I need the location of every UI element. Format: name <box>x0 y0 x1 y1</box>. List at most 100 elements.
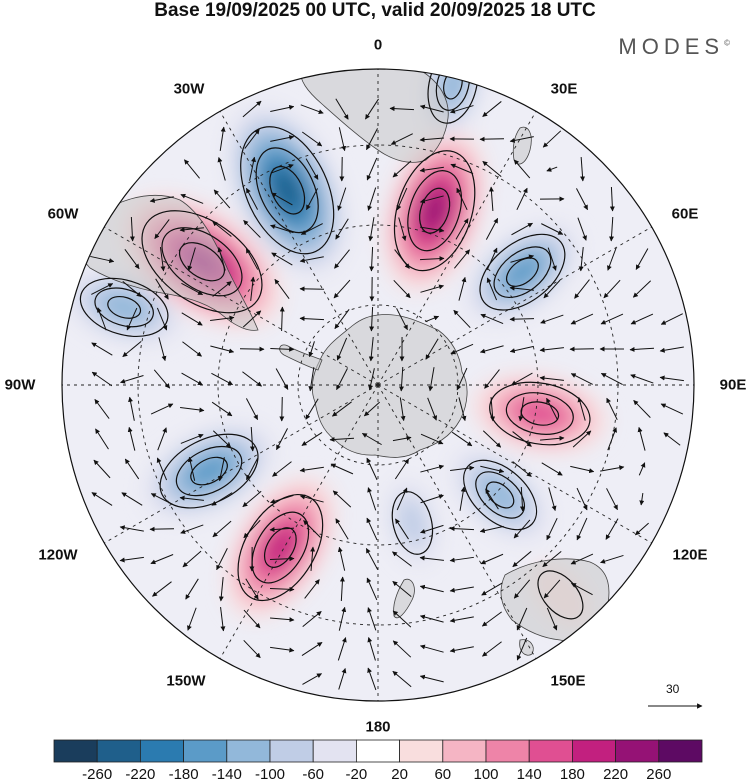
wind-vector <box>339 576 345 602</box>
wind-vector <box>366 577 378 601</box>
wind-vector <box>482 160 502 178</box>
wind-vector <box>306 188 318 211</box>
colorbar-swatch-2 <box>139 739 184 763</box>
wind-vector <box>609 216 615 242</box>
wind-vector <box>244 129 260 149</box>
wind-vector <box>269 586 295 592</box>
wind-vector <box>389 106 415 112</box>
wind-vector <box>512 461 532 477</box>
wind-vector <box>126 307 138 331</box>
wind-vector <box>181 312 203 326</box>
wind-vector <box>119 556 144 563</box>
pos-anomaly-pacific-contour-1 <box>251 511 310 584</box>
wind-vector <box>458 397 467 422</box>
colorbar-tick-label: -260 <box>82 766 113 783</box>
wind-vector <box>660 403 684 415</box>
wind-vector <box>578 247 584 272</box>
wind-vector <box>366 517 378 541</box>
wind-vector <box>336 368 348 391</box>
wind-vector <box>181 372 203 386</box>
wind-vector <box>305 158 319 180</box>
neg-anomaly-se-indian-contour-1 <box>475 471 525 519</box>
wind-vector <box>605 518 619 540</box>
wind-vectors <box>90 98 684 691</box>
wind-vector <box>182 341 202 357</box>
wind-vector <box>128 396 135 421</box>
wind-vector <box>369 306 375 332</box>
wind-vector <box>420 524 444 534</box>
wind-vector <box>425 338 439 360</box>
wind-vector <box>542 130 562 148</box>
wind-vector <box>663 432 681 446</box>
wind-vector <box>217 246 226 271</box>
wind-vector <box>303 520 321 538</box>
wind-vector <box>337 187 347 211</box>
map-title: Base 19/09/2025 00 UTC, valid 20/09/2025… <box>154 0 596 21</box>
lon-label-30e: 30E <box>550 80 578 98</box>
wind-vector <box>304 579 320 599</box>
wind-vector <box>119 525 144 532</box>
wind-vector <box>187 247 196 271</box>
wind-vector <box>419 256 445 262</box>
colorbar-swatch-11 <box>528 739 573 763</box>
neg-anomaly-indian-1-contours <box>479 233 566 311</box>
wind-vector <box>576 487 588 511</box>
wind-vector <box>396 487 408 511</box>
wind-vector <box>450 105 474 114</box>
lon-label-60e: 60E <box>671 205 699 223</box>
wind-vector <box>250 276 256 301</box>
wind-vector <box>394 458 410 480</box>
pos-anomaly-indian-east-contour-1 <box>505 392 574 435</box>
wind-vector <box>305 398 319 420</box>
wind-vector <box>632 280 652 298</box>
wind-vector <box>299 466 324 473</box>
wind-vector <box>570 465 595 474</box>
neg-anomaly-se-indian-contour-0 <box>463 459 538 531</box>
wind-vector <box>210 345 235 354</box>
wind-vector <box>149 526 175 532</box>
wind-vector <box>216 548 228 571</box>
wind-vector <box>516 187 528 211</box>
wind-vector <box>570 553 594 565</box>
colorbar-tick-label: -60 <box>302 766 325 783</box>
wind-vector <box>572 430 592 448</box>
wind-vector <box>150 403 174 415</box>
wind-vector <box>509 136 534 143</box>
wind-vector <box>390 133 413 145</box>
wind-vector <box>481 582 503 596</box>
neg-anomaly-indian-1-contour-0 <box>479 233 566 311</box>
wind-vector <box>308 341 315 358</box>
wind-vector <box>243 220 261 238</box>
wind-vector <box>335 98 349 120</box>
wind-vector <box>218 457 225 482</box>
colorbar-swatch-5 <box>269 739 314 763</box>
wind-vector <box>482 641 502 657</box>
wind-vector <box>546 397 558 420</box>
wind-vector <box>482 430 502 448</box>
lon-label-60w: 60W <box>47 205 79 223</box>
wind-vector <box>570 582 593 596</box>
wind-vector <box>212 520 232 538</box>
lon-label-90w: 90W <box>4 376 36 394</box>
colorbar-tick-label: 100 <box>473 766 499 783</box>
wind-vector <box>333 279 351 299</box>
wind-vector <box>180 193 204 204</box>
wind-vector <box>603 279 621 299</box>
wind-vector <box>242 490 262 508</box>
wind-vector <box>299 494 324 503</box>
wind-vector <box>270 104 295 113</box>
wind-vector <box>121 492 143 506</box>
wind-vector <box>455 218 469 240</box>
colorbar-tick-label: -220 <box>125 766 156 783</box>
wind-vector <box>606 397 618 421</box>
wind-vector <box>338 606 347 631</box>
wind-vector <box>513 519 531 539</box>
wind-vector <box>211 492 233 506</box>
wind-vector <box>449 556 474 563</box>
wind-vector <box>124 249 140 270</box>
colorbar-swatch-9 <box>442 739 487 763</box>
wind-vector <box>219 126 226 151</box>
lon-label-120w: 120W <box>38 546 78 564</box>
neg-anomaly-south-pacific-level-60 <box>396 497 428 549</box>
brand-mark: © <box>724 38 730 48</box>
